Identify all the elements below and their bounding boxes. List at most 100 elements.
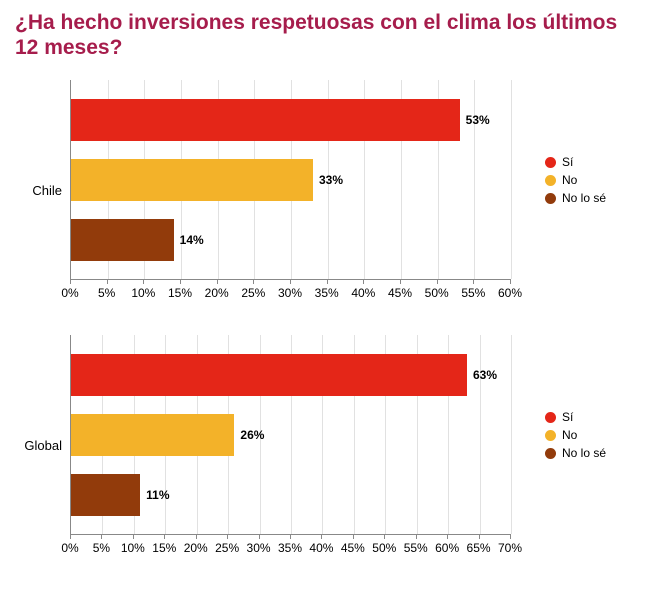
tick-mark xyxy=(164,534,165,539)
x-tick-label: 70% xyxy=(498,541,522,555)
x-tick-label: 10% xyxy=(121,541,145,555)
bar: 33% xyxy=(71,159,313,201)
legend: Sí No No lo sé xyxy=(545,410,606,460)
x-tick-label: 55% xyxy=(461,286,485,300)
legend-item: No lo sé xyxy=(545,191,606,205)
tick-mark xyxy=(107,279,108,284)
x-tick-label: 25% xyxy=(241,286,265,300)
bar: 26% xyxy=(71,414,234,456)
tick-mark xyxy=(437,279,438,284)
bars-group: 63% 26% 11% xyxy=(71,335,510,534)
bar: 14% xyxy=(71,219,174,261)
legend-label: No xyxy=(562,173,577,187)
x-tick-label: 5% xyxy=(98,286,115,300)
bar-value-label: 33% xyxy=(319,173,343,187)
legend-label: No lo sé xyxy=(562,191,606,205)
legend-marker-icon xyxy=(545,157,556,168)
plot-wrap: 63%26%11%0%5%10%15%20%25%30%35%40%45%50%… xyxy=(70,335,510,555)
tick-mark xyxy=(510,534,511,539)
legend-item: No xyxy=(545,428,606,442)
legend-item: No lo sé xyxy=(545,446,606,460)
chart-block: Global63%26%11%0%5%10%15%20%25%30%35%40%… xyxy=(15,335,635,555)
tick-mark xyxy=(473,279,474,284)
tick-mark xyxy=(70,534,71,539)
tick-mark xyxy=(133,534,134,539)
x-tick-label: 45% xyxy=(341,541,365,555)
tick-mark xyxy=(510,279,511,284)
x-tick-label: 35% xyxy=(278,541,302,555)
grid-line xyxy=(511,335,512,534)
x-tick-label: 65% xyxy=(467,541,491,555)
legend-label: Sí xyxy=(562,410,573,424)
bar-value-label: 63% xyxy=(473,368,497,382)
tick-mark xyxy=(321,534,322,539)
tick-mark xyxy=(479,534,480,539)
bar: 53% xyxy=(71,99,460,141)
tick-mark xyxy=(259,534,260,539)
bar-row: 14% xyxy=(71,219,510,261)
tick-mark xyxy=(416,534,417,539)
plot-area: 63% 26% 11% xyxy=(70,335,510,535)
x-tick-label: 60% xyxy=(498,286,522,300)
bar-value-label: 14% xyxy=(180,233,204,247)
legend-item: No xyxy=(545,173,606,187)
legend-label: Sí xyxy=(562,155,573,169)
tick-mark xyxy=(290,534,291,539)
x-tick-label: 20% xyxy=(184,541,208,555)
charts-container: Chile53%33%14%0%5%10%15%20%25%30%35%40%4… xyxy=(15,80,635,555)
legend-item: Sí xyxy=(545,410,606,424)
tick-mark xyxy=(400,279,401,284)
legend-marker-icon xyxy=(545,430,556,441)
tick-mark xyxy=(196,534,197,539)
x-tick-label: 35% xyxy=(315,286,339,300)
x-tick-label: 45% xyxy=(388,286,412,300)
x-tick-label: 5% xyxy=(93,541,110,555)
x-axis-ticks: 0%5%10%15%20%25%30%35%40%45%50%55%60%65%… xyxy=(70,535,510,555)
x-tick-label: 55% xyxy=(404,541,428,555)
y-axis-label: Global xyxy=(15,335,70,555)
legend-marker-icon xyxy=(545,193,556,204)
x-tick-label: 15% xyxy=(168,286,192,300)
x-tick-label: 25% xyxy=(215,541,239,555)
plot-area: 53% 33% 14% xyxy=(70,80,510,280)
x-tick-label: 0% xyxy=(61,541,78,555)
tick-mark xyxy=(447,534,448,539)
bar-row: 33% xyxy=(71,159,510,201)
tick-mark xyxy=(363,279,364,284)
bar: 63% xyxy=(71,354,467,396)
bar-value-label: 53% xyxy=(466,113,490,127)
x-tick-label: 40% xyxy=(351,286,375,300)
tick-mark xyxy=(253,279,254,284)
grid-line xyxy=(511,80,512,279)
chart-area: Global63%26%11%0%5%10%15%20%25%30%35%40%… xyxy=(15,335,635,555)
tick-mark xyxy=(353,534,354,539)
x-tick-label: 30% xyxy=(278,286,302,300)
x-tick-label: 20% xyxy=(205,286,229,300)
x-tick-label: 50% xyxy=(372,541,396,555)
tick-mark xyxy=(180,279,181,284)
bar-value-label: 26% xyxy=(240,428,264,442)
y-axis-label: Chile xyxy=(15,80,70,300)
tick-mark xyxy=(290,279,291,284)
chart-area: Chile53%33%14%0%5%10%15%20%25%30%35%40%4… xyxy=(15,80,635,300)
x-tick-label: 10% xyxy=(131,286,155,300)
x-tick-label: 15% xyxy=(152,541,176,555)
x-tick-label: 40% xyxy=(309,541,333,555)
chart-block: Chile53%33%14%0%5%10%15%20%25%30%35%40%4… xyxy=(15,80,635,300)
tick-mark xyxy=(101,534,102,539)
bar-row: 63% xyxy=(71,354,510,396)
bar-row: 11% xyxy=(71,474,510,516)
legend-marker-icon xyxy=(545,448,556,459)
plot-wrap: 53%33%14%0%5%10%15%20%25%30%35%40%45%50%… xyxy=(70,80,510,300)
bar-value-label: 11% xyxy=(146,488,169,502)
tick-mark xyxy=(327,279,328,284)
legend-label: No xyxy=(562,428,577,442)
legend-item: Sí xyxy=(545,155,606,169)
tick-mark xyxy=(227,534,228,539)
legend-label: No lo sé xyxy=(562,446,606,460)
bar-row: 26% xyxy=(71,414,510,456)
bar: 11% xyxy=(71,474,140,516)
legend: Sí No No lo sé xyxy=(545,155,606,205)
tick-mark xyxy=(384,534,385,539)
tick-mark xyxy=(70,279,71,284)
